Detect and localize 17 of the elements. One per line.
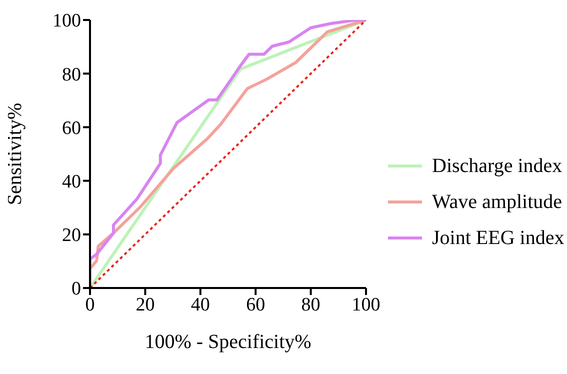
y-axis-title: Sensitivity% (4, 102, 26, 206)
x-tick-label: 100 (352, 294, 380, 316)
y-tick-label: 0 (72, 278, 81, 300)
x-axis-title: 100% - Specificity% (144, 331, 312, 353)
x-tick-label: 80 (301, 294, 320, 316)
y-tick-label: 40 (62, 172, 81, 193)
legend-label: Wave amplitude (432, 190, 562, 214)
y-tick-label: 60 (62, 118, 81, 139)
x-tick-label: 60 (246, 294, 266, 316)
legend-label: Discharge index (432, 154, 562, 178)
y-tick-label: 100 (52, 10, 81, 32)
legend-label: Joint EEG index (432, 226, 564, 250)
x-tick-label: 40 (190, 294, 210, 316)
y-tick-label: 80 (62, 64, 81, 86)
x-tick-label: 20 (136, 294, 155, 316)
x-tick-label: 0 (85, 294, 95, 316)
y-tick-label: 20 (62, 225, 81, 246)
